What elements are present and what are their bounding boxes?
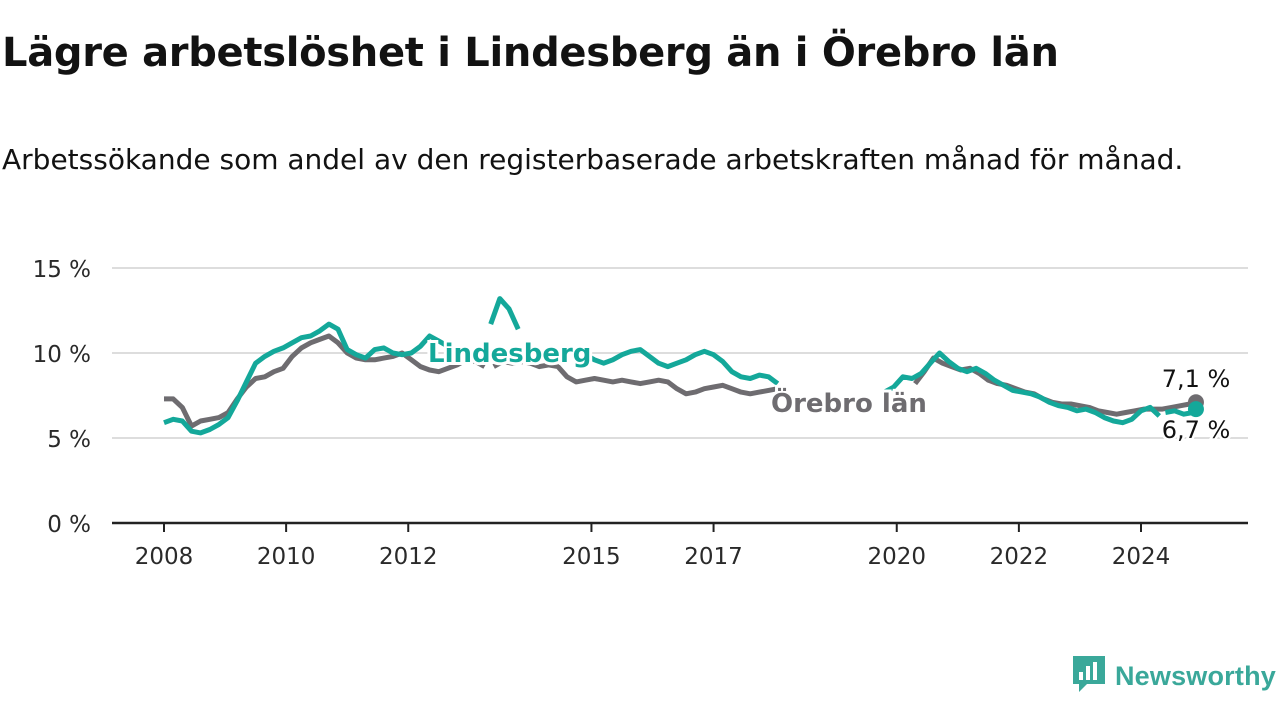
line-chart: 0 %5 %10 %15 % 2008 2010 2012 2015 2017 2020 2… (33, 257, 1248, 570)
x-tick-label: 2017 (684, 544, 743, 570)
y-tick-label: 15 % (33, 257, 91, 283)
lindesberg-line (163, 321, 459, 436)
lindesberg-end-value-label: 6,7 % (1162, 416, 1231, 444)
newsworthy-brand: Newsworthy (1071, 654, 1276, 698)
lindesberg-series-label: Lindesberg (428, 339, 591, 369)
lindesberg-line (488, 296, 521, 331)
x-tick-label: 2020 (867, 544, 926, 570)
grid-lines (112, 267, 1248, 525)
lindesberg-line (883, 350, 1162, 426)
x-tick-label: 2015 (562, 544, 621, 570)
brand-name: Newsworthy (1114, 660, 1276, 691)
lindesberg-line (584, 347, 780, 386)
x-tick-label: 2012 (379, 544, 438, 570)
orebro-end-value-label: 7,1 % (1162, 365, 1231, 393)
y-tick-label: 10 % (33, 342, 91, 368)
orebro-line (164, 333, 486, 429)
y-axis-ticks: 0 % 5 % 10 % 15 % (33, 257, 91, 538)
series-lines (163, 296, 1198, 436)
y-tick-label: 5 % (47, 427, 91, 453)
lindesberg-endpoint-marker (1187, 401, 1204, 418)
x-tick-label: 2024 (1112, 544, 1171, 570)
x-tick-label: 2022 (990, 544, 1049, 570)
orebro-line (492, 359, 779, 397)
x-axis-ticks: 2008 2010 2012 2015 2017 2020 2022 2024 (135, 523, 1171, 570)
chart-title: Lägre arbetslöshet i Lindesberg än i Öre… (2, 30, 1059, 76)
chart-subtitle: Arbetssökande som andel av den registerb… (2, 143, 1184, 176)
orebro-series-label: Örebro län (771, 386, 927, 419)
x-tick-label: 2008 (135, 544, 194, 570)
x-tick-label: 2010 (257, 544, 316, 570)
y-tick-label: 0 % (47, 512, 91, 538)
newsworthy-logo-icon (1071, 654, 1107, 698)
series-endpoints: 7,1 % 6,7 % (1159, 363, 1233, 447)
